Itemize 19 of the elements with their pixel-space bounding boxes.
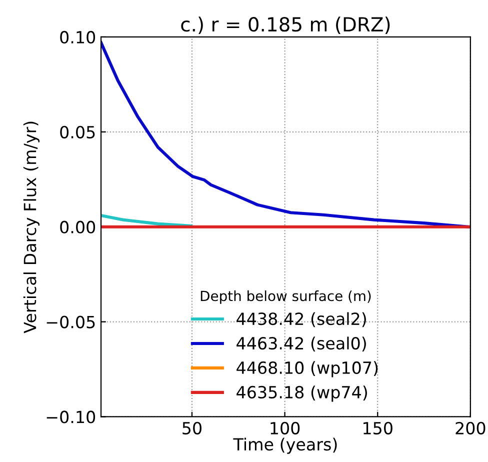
x-tick-label: 150 [364,422,392,434]
x-tick-label: 100 [270,422,300,434]
x-axis-title: Time (years) [233,438,337,454]
line-series [101,214,193,228]
legend-label: 4438.42 (seal2) [236,312,366,328]
y-tick-label: −0.05 [46,316,95,328]
chart-title: c.) r = 0.185 m (DRZ) [181,16,390,34]
y-axis-title: Vertical Darcy Flux (m/yr) [23,122,40,334]
y-tick-label: 0.00 [60,220,96,234]
line-series [101,41,470,228]
legend-label: 4468.10 (wp107) [236,361,378,378]
legend-label: 4635.18 (wp74) [236,386,367,402]
x-tick-label: 200 [456,422,486,434]
x-tick-label: 50 [182,422,202,434]
y-tick-label: −0.10 [46,410,96,424]
legend-title: Depth below surface (m) [200,290,371,304]
legend-label: 4463.42 (seal0) [236,336,366,352]
y-tick-label: 0.10 [60,30,96,44]
y-tick-label: 0.05 [60,126,95,138]
